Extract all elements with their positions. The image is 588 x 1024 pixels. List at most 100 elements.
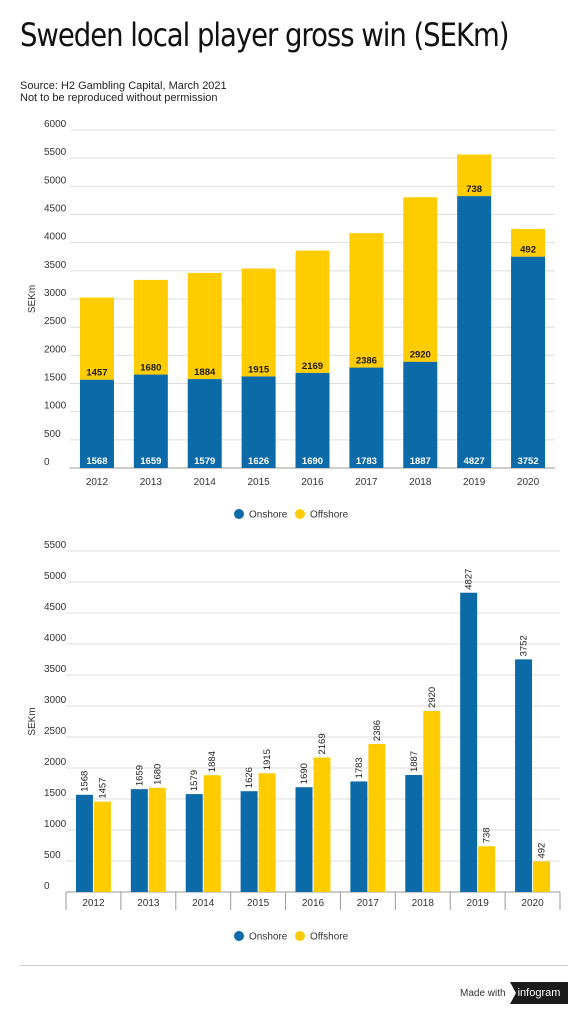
offshore-value-label: 1884: [207, 751, 218, 772]
infogram-logo[interactable]: infogram: [510, 982, 568, 1004]
bar-onshore: [515, 659, 533, 892]
chart-title: Sweden local player gross win (SEKm): [20, 16, 509, 54]
bar-offshore: [133, 279, 168, 375]
legend-onshore-label: Onshore: [249, 510, 288, 521]
legend-onshore-marker: [234, 509, 244, 519]
onshore-value-label: 3752: [517, 456, 538, 467]
bar-offshore: [258, 773, 276, 892]
bar-onshore: [403, 361, 438, 468]
bar-offshore: [313, 757, 331, 892]
bar-offshore: [478, 846, 496, 892]
bar-offshore: [148, 787, 166, 892]
grouped-bar-chart: 0 500 1000 1500 2000 2500 3000 3500 4000 4500 5000…: [27, 540, 561, 943]
onshore-value-label: 1887: [410, 456, 431, 467]
x-tick-label: 2015: [247, 898, 270, 909]
bar-offshore: [511, 228, 546, 257]
y-tick-label: 3500: [44, 260, 67, 271]
bar-onshore: [511, 256, 546, 468]
source-note: Source: H2 Gambling Capital, March 2021 …: [20, 80, 227, 104]
onshore-value-label: 1626: [248, 456, 269, 467]
x-tick-label: 2016: [302, 898, 325, 909]
onshore-value-label: 1783: [354, 757, 365, 778]
legend-offshore-marker: [295, 509, 305, 519]
offshore-value-label: 738: [466, 184, 482, 195]
bar-offshore: [241, 268, 276, 377]
y-tick-label: 3500: [44, 664, 67, 675]
legend-onshore-marker: [234, 931, 244, 941]
offshore-value-label: 2920: [410, 350, 431, 361]
x-tick-label: 2012: [86, 477, 109, 488]
y-tick-label: 1000: [44, 401, 67, 412]
y-tick-label: 5500: [44, 147, 67, 158]
bar-offshore: [457, 154, 492, 197]
offshore-value-label: 2169: [302, 361, 323, 372]
y-tick-label: 3000: [44, 695, 67, 706]
x-tick-label: 2017: [355, 477, 378, 488]
onshore-value-label: 1783: [356, 456, 377, 467]
onshore-value-label: 1568: [86, 456, 107, 467]
onshore-value-label: 4827: [464, 456, 485, 467]
x-tick-label: 2013: [140, 477, 163, 488]
y-tick-label: 2000: [44, 344, 67, 355]
y-tick-label: 0: [44, 881, 50, 892]
x-tick-label: 2018: [412, 898, 435, 909]
onshore-value-label: 1626: [244, 767, 255, 788]
x-tick-label: 2016: [301, 477, 324, 488]
bar-offshore: [203, 775, 221, 892]
onshore-value-label: 1659: [134, 765, 145, 786]
offshore-value-label: 1884: [194, 367, 216, 378]
offshore-value-label: 1680: [140, 363, 161, 374]
offshore-value-label: 492: [520, 245, 536, 256]
stacked-bar-chart: 0 500 1000 1500 2000 2500 3000 3500 4000 4500 5000…: [27, 119, 555, 521]
y-tick-label: 5000: [44, 175, 67, 186]
made-with-text: Made with: [460, 988, 506, 999]
bar-offshore: [349, 233, 384, 368]
y-axis-label: SEKm: [27, 285, 38, 313]
x-tick-label: 2020: [517, 477, 540, 488]
bar-offshore: [423, 710, 441, 892]
offshore-value-label: 738: [482, 827, 493, 843]
bar-onshore: [79, 379, 114, 468]
y-tick-label: 2500: [44, 316, 67, 327]
bar-onshore: [130, 789, 148, 892]
y-tick-label: 1500: [44, 373, 67, 384]
bar-onshore: [185, 794, 203, 892]
bar-onshore: [457, 196, 492, 468]
onshore-value-label: 1690: [299, 763, 310, 784]
y-tick-label: 6000: [44, 119, 67, 130]
x-tick-label: 2019: [463, 477, 486, 488]
bar-offshore: [79, 297, 114, 380]
x-tick-label: 2019: [467, 898, 490, 909]
onshore-value-label: 1579: [189, 770, 200, 791]
onshore-value-label: 4827: [464, 569, 475, 590]
y-tick-label: 1000: [44, 819, 67, 830]
bar-offshore: [187, 272, 222, 380]
onshore-value-label: 1579: [194, 456, 215, 467]
x-tick-label: 2015: [247, 477, 270, 488]
bar-onshore: [241, 376, 276, 468]
y-axis-label: SEKm: [27, 707, 38, 735]
footer-divider: [20, 965, 568, 966]
bar-offshore: [403, 197, 438, 362]
bar-offshore: [93, 801, 111, 892]
y-tick-label: 4000: [44, 232, 67, 243]
offshore-value-label: 2920: [427, 687, 438, 708]
bar-onshore: [295, 787, 313, 892]
x-tick-label: 2018: [409, 477, 432, 488]
y-tick-label: 500: [44, 429, 61, 440]
legend-onshore-label: Onshore: [249, 932, 288, 943]
legend-offshore-marker: [295, 931, 305, 941]
bar-offshore: [533, 861, 551, 892]
y-tick-label: 0: [44, 457, 50, 468]
bar-onshore: [295, 372, 330, 468]
onshore-value-label: 1659: [140, 456, 161, 467]
x-tick-label: 2013: [137, 898, 160, 909]
bar-offshore: [295, 250, 330, 373]
bar-onshore: [349, 367, 384, 468]
bar-onshore: [187, 379, 222, 468]
bar-onshore: [240, 791, 258, 892]
bar-onshore: [350, 781, 368, 892]
y-tick-label: 500: [44, 850, 61, 861]
offshore-value-label: 2386: [372, 720, 383, 741]
y-tick-label: 2500: [44, 726, 67, 737]
